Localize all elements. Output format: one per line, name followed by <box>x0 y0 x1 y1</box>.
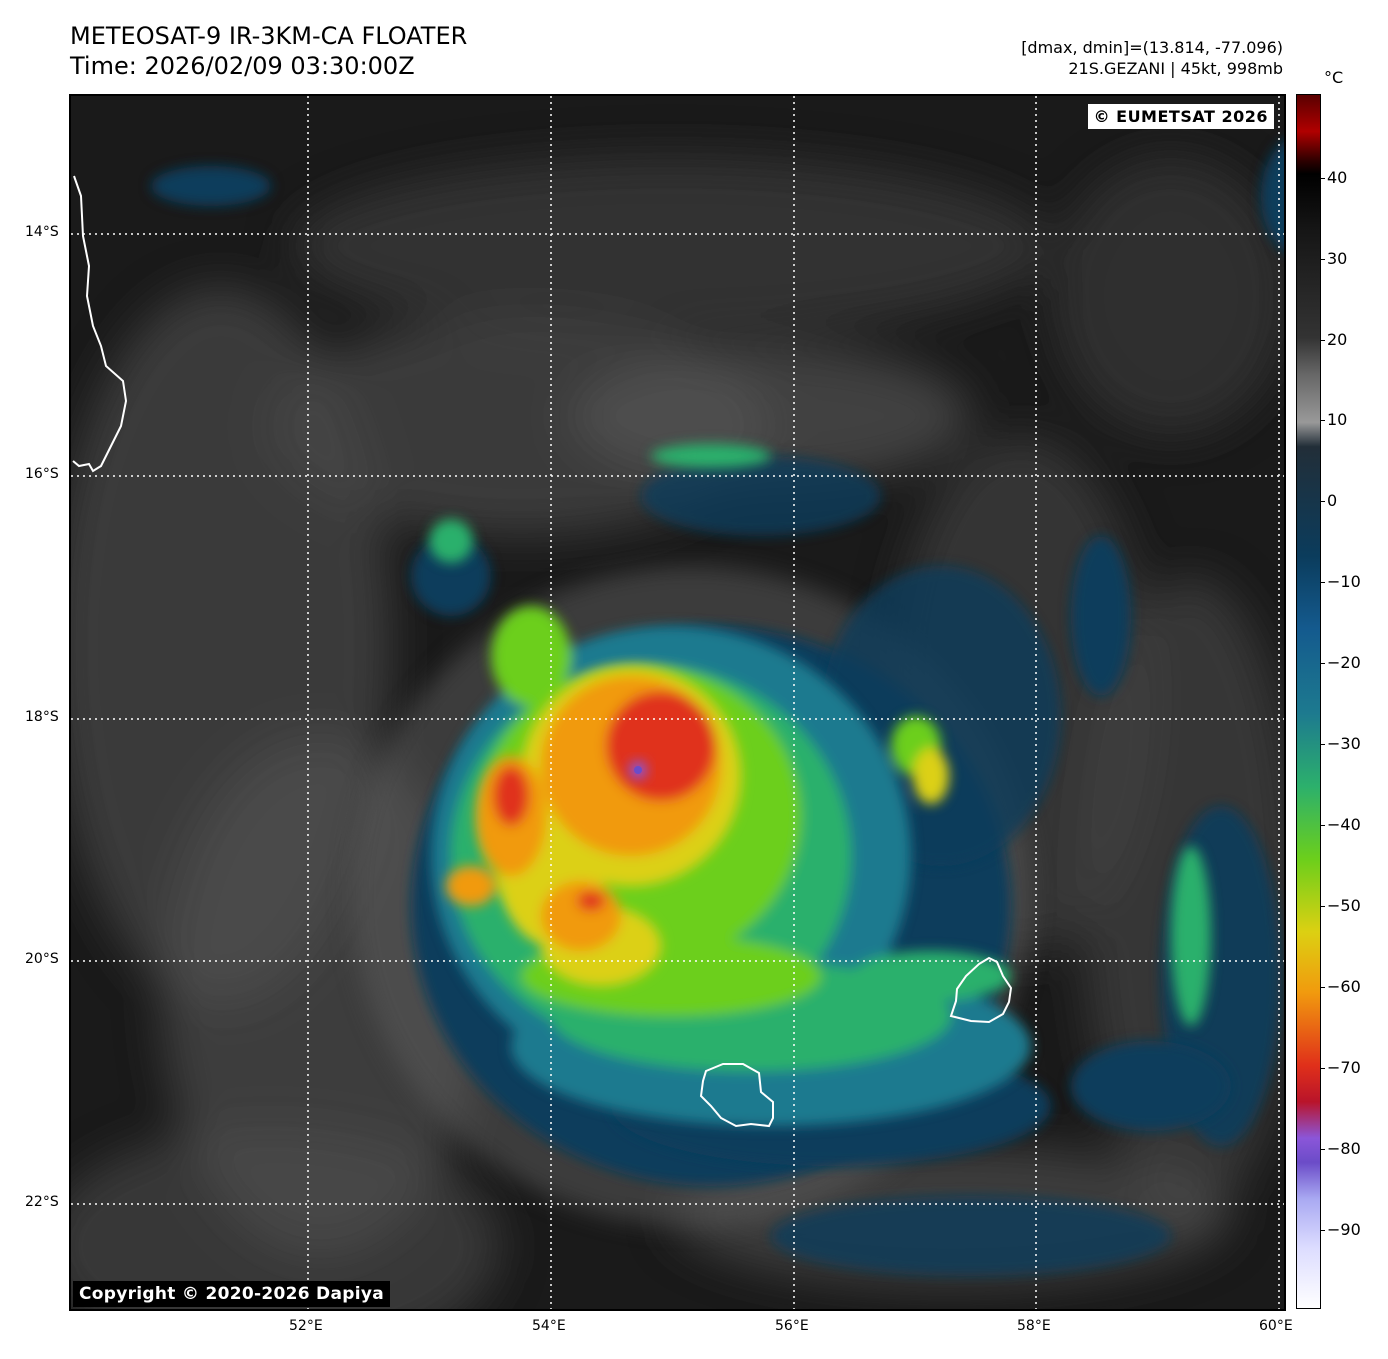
colorbar-label: 0 <box>1327 491 1338 510</box>
dapiya-credit: Copyright © 2020-2026 Dapiya <box>73 1281 390 1307</box>
lon-label-58e: 58°E <box>1017 1318 1051 1334</box>
lat-label-16s: 16°S <box>25 466 59 482</box>
colorbar-label: −30 <box>1327 734 1361 753</box>
madagascar-coastline <box>72 175 128 473</box>
colorbar-label: 40 <box>1327 168 1348 187</box>
colorbar-label: −50 <box>1327 896 1361 915</box>
lat-label-18s: 18°S <box>25 709 59 725</box>
dmax-dmin-label: [dmax, dmin]=(13.814, -77.096) <box>1021 38 1283 57</box>
satellite-imagery <box>71 96 1284 1309</box>
colorbar-label: −70 <box>1327 1058 1361 1077</box>
lon-label-54e: 54°E <box>532 1318 566 1334</box>
lat-label-20s: 20°S <box>25 951 59 967</box>
colorbar-label: −20 <box>1327 653 1361 672</box>
mauritius-coastline <box>949 956 1013 1024</box>
chart-title: METEOSAT-9 IR-3KM-CA FLOATER <box>70 22 468 50</box>
satellite-map: © EUMETSAT 2026 Copyright © 2020-2026 Da… <box>69 94 1286 1311</box>
storm-center <box>629 761 647 779</box>
lat-label-22s: 22°S <box>25 1194 59 1210</box>
coastlines <box>72 175 1013 1128</box>
eumetsat-credit: © EUMETSAT 2026 <box>1087 104 1274 129</box>
colorbar-label: −90 <box>1327 1220 1361 1239</box>
colorbar-label: 30 <box>1327 249 1348 268</box>
colorbar-label: −10 <box>1327 572 1361 591</box>
colorbar-label: −80 <box>1327 1139 1361 1158</box>
time-label: Time: 2026/02/09 03:30:00Z <box>70 52 415 80</box>
colorbar-unit: °C <box>1324 68 1344 87</box>
reunion-coastline <box>699 1063 774 1128</box>
colorbar-label: −60 <box>1327 977 1361 996</box>
lon-label-52e: 52°E <box>289 1318 323 1334</box>
cold-cloud-tops <box>446 666 741 986</box>
colorbar-label: −40 <box>1327 815 1361 834</box>
temperature-colorbar <box>1296 94 1321 1309</box>
lon-label-60e: 60°E <box>1259 1318 1293 1334</box>
lon-label-56e: 56°E <box>775 1318 809 1334</box>
storm-info-label: 21S.GEZANI | 45kt, 998mb <box>1068 59 1283 78</box>
gridlines <box>71 96 1284 1309</box>
lat-label-14s: 14°S <box>25 224 59 240</box>
colorbar-label: 10 <box>1327 410 1348 429</box>
colorbar-label: 20 <box>1327 330 1348 349</box>
